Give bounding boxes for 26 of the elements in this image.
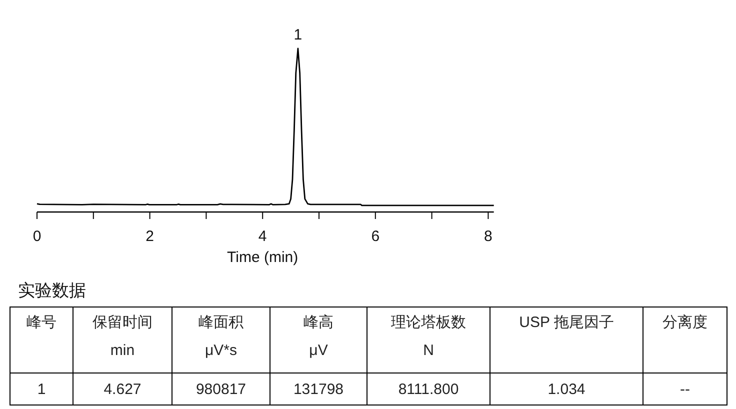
x-tick-label: 0 — [32, 228, 42, 245]
text: 980817 — [196, 381, 246, 398]
text: μV — [309, 342, 328, 359]
category-label: 峰号 — [26, 314, 56, 331]
annotation: 1 — [294, 26, 302, 44]
category-label: 峰面积 — [198, 314, 244, 331]
text: 1 — [37, 381, 46, 398]
text: μV*s — [205, 342, 237, 359]
text: 8111.800 — [398, 381, 459, 398]
category-label: 理论塔板数 — [391, 314, 466, 331]
category-label: 峰高 — [304, 314, 334, 331]
text: N — [423, 342, 434, 359]
category-label: USP 拖尾因子 — [519, 314, 614, 331]
category-label: 保留时间 — [92, 314, 152, 331]
x-axis-title: Time (min) — [227, 249, 298, 266]
text: 1.034 — [548, 381, 586, 398]
text: -- — [680, 381, 690, 398]
text: 131798 — [293, 381, 344, 398]
category-label: 分离度 — [662, 314, 708, 331]
x-tick-label: 6 — [371, 228, 380, 245]
text: min — [110, 342, 135, 359]
text: 实验数据 — [18, 281, 86, 300]
x-tick-label: 8 — [484, 228, 492, 245]
x-tick-label: 4 — [258, 228, 267, 245]
text: 4.627 — [104, 381, 142, 398]
x-tick-label: 2 — [146, 228, 154, 245]
